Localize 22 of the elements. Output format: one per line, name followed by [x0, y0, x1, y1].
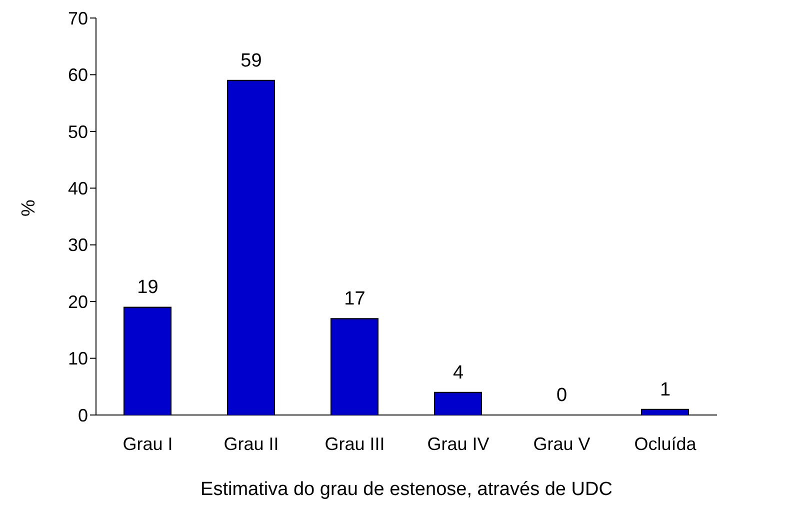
y-tick-label: 70: [68, 8, 88, 28]
data-label: 59: [240, 50, 262, 72]
y-tick-label: 60: [68, 65, 88, 86]
y-tick-label: 0: [78, 405, 88, 426]
x-tick-label: Grau V: [533, 434, 590, 454]
x-tick-label: Grau I: [122, 434, 173, 454]
data-label: 0: [556, 385, 568, 406]
x-tick-label: Grau IV: [427, 434, 490, 454]
data-label: 1: [660, 379, 671, 400]
data-label: 4: [452, 362, 464, 384]
y-tick-label: 40: [68, 178, 88, 199]
data-label: 17: [344, 288, 366, 310]
x-tick-label: Grau III: [324, 434, 385, 454]
x-tick-label: Ocluída: [634, 434, 698, 454]
y-tick-label: 30: [68, 235, 88, 256]
y-tick-label: 20: [68, 292, 88, 312]
data-label: 19: [137, 277, 158, 298]
y-tick-label: 50: [68, 122, 88, 142]
x-tick-label: Grau II: [224, 434, 279, 454]
y-axis-title: %: [18, 200, 40, 216]
x-axis-title: Estimativa do grau de estenose, através de UDC: [200, 479, 612, 500]
y-tick-label: 10: [68, 348, 88, 369]
